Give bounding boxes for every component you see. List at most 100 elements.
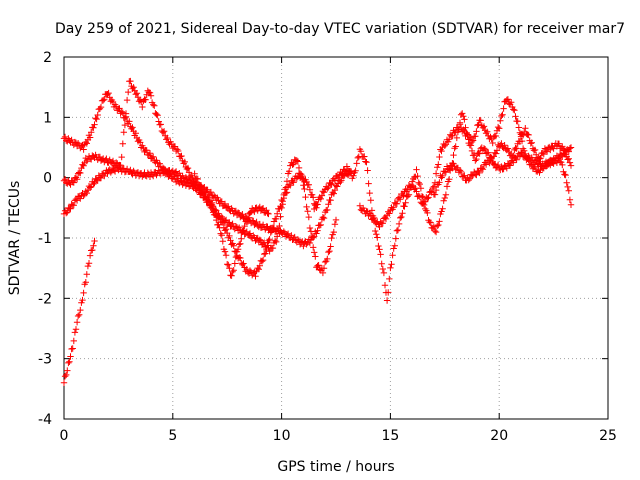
data-point: [304, 208, 311, 215]
data-point: [521, 147, 528, 154]
data-point: [485, 149, 492, 156]
data-point: [472, 171, 479, 178]
data-point: [239, 211, 246, 218]
data-point: [376, 223, 383, 230]
data-point: [218, 232, 225, 239]
data-point: [70, 179, 77, 186]
data-point: [246, 209, 254, 217]
data-point: [361, 153, 368, 160]
data-point: [565, 155, 572, 162]
data-point: [456, 167, 464, 174]
y-tick-label: -2: [38, 291, 52, 307]
data-point: [318, 192, 326, 199]
data-point: [565, 148, 572, 155]
data-point: [566, 196, 574, 203]
y-tick-label: -1: [38, 231, 52, 247]
data-point: [314, 227, 321, 234]
data-point: [536, 155, 543, 163]
data-point: [241, 222, 248, 230]
data-point: [76, 311, 83, 318]
data-point: [146, 150, 154, 157]
data-point: [252, 273, 259, 280]
data-point: [73, 319, 81, 326]
data-point: [121, 121, 129, 129]
data-point: [438, 174, 445, 181]
data-point: [275, 226, 282, 234]
data-point: [365, 180, 372, 187]
data-point: [250, 269, 257, 277]
data-point: [375, 242, 382, 250]
data-point: [307, 228, 315, 235]
data-point: [265, 210, 272, 218]
data-point: [269, 224, 277, 231]
data-point: [230, 267, 237, 274]
data-point: [117, 162, 124, 169]
data-point: [489, 158, 496, 165]
data-point: [80, 146, 87, 153]
data-point: [269, 244, 277, 252]
data-point: [303, 241, 310, 248]
data-point: [328, 234, 335, 242]
data-point: [147, 92, 155, 99]
data-point: [399, 210, 406, 217]
data-point: [370, 214, 378, 222]
data-point: [90, 242, 97, 249]
data-point: [501, 142, 508, 149]
data-point: [424, 195, 431, 202]
data-point: [164, 168, 171, 175]
data-point: [222, 226, 230, 233]
data-point: [90, 180, 97, 188]
data-point: [327, 197, 334, 204]
data-point: [566, 145, 574, 152]
data-point: [431, 227, 439, 235]
data-point: [386, 210, 393, 217]
data-point: [550, 160, 557, 167]
data-point: [475, 121, 482, 128]
data-point: [429, 184, 436, 192]
data-point: [561, 171, 568, 178]
data-point: [126, 118, 133, 125]
data-point: [298, 171, 305, 178]
data-point: [393, 227, 401, 234]
data-point: [273, 238, 280, 246]
data-point: [251, 208, 258, 215]
data-point: [452, 143, 459, 150]
data-point: [218, 213, 225, 221]
data-point: [127, 77, 134, 85]
data-point: [150, 172, 157, 180]
data-point: [238, 235, 245, 242]
data-point: [477, 117, 484, 124]
y-tick-label: 2: [43, 50, 52, 66]
data-point: [78, 142, 85, 150]
data-point: [379, 220, 386, 227]
data-point: [178, 152, 185, 160]
data-point: [492, 132, 500, 140]
data-point: [326, 247, 333, 255]
data-point: [263, 207, 270, 214]
data-point: [484, 128, 491, 135]
data-point: [335, 174, 342, 182]
y-tick-label: -3: [38, 352, 52, 368]
data-point: [236, 241, 243, 248]
data-point: [273, 215, 280, 223]
data-point: [506, 162, 514, 169]
data-point: [563, 179, 570, 186]
data-point: [132, 130, 139, 137]
data-point: [111, 168, 119, 175]
data-point: [97, 174, 105, 182]
data-point: [226, 265, 233, 272]
data-point: [331, 221, 339, 228]
data-point: [564, 183, 571, 191]
data-point: [494, 161, 502, 169]
data-point: [374, 234, 381, 241]
data-point: [302, 193, 309, 201]
data-point: [89, 246, 96, 254]
data-point: [159, 164, 167, 171]
data-point: [93, 176, 100, 183]
data-point: [377, 251, 384, 258]
data-point: [324, 185, 331, 192]
data-point: [301, 185, 308, 193]
data-point: [288, 232, 295, 239]
data-point: [120, 129, 127, 136]
data-point: [197, 182, 205, 189]
